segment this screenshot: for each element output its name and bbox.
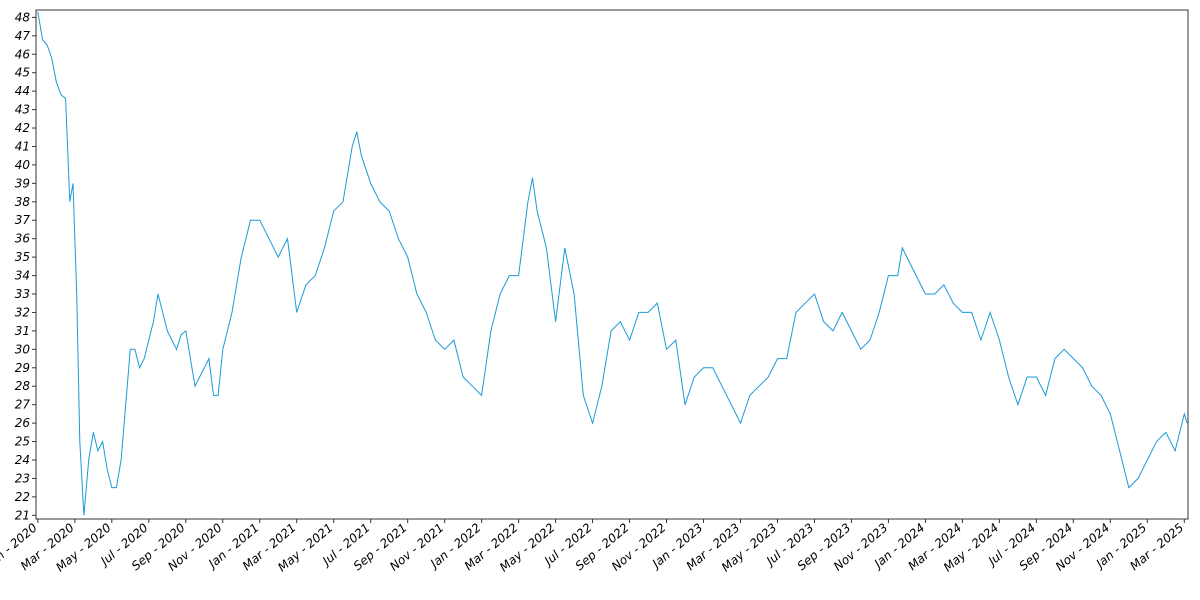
y-tick-label: 30	[15, 342, 31, 356]
y-tick-label: 36	[15, 232, 31, 246]
y-tick-label: 48	[15, 10, 31, 24]
y-tick-label: 41	[15, 139, 30, 153]
y-tick-label: 21	[15, 508, 30, 522]
y-tick-label: 28	[15, 379, 31, 393]
y-tick-label: 40	[15, 158, 31, 172]
y-tick-label: 31	[15, 324, 30, 338]
y-tick-label: 22	[15, 490, 30, 504]
y-tick-label: 46	[15, 47, 31, 61]
y-tick-label: 38	[15, 195, 31, 209]
plot-frame	[35, 9, 1189, 520]
y-tick-label: 27	[15, 398, 31, 412]
y-tick-label: 34	[15, 269, 30, 283]
y-tick-label: 26	[15, 416, 31, 430]
y-tick-label: 25	[15, 435, 30, 449]
y-tick-label: 24	[15, 453, 30, 467]
y-tick-label: 42	[15, 121, 30, 135]
y-tick-label: 29	[15, 361, 30, 375]
y-tick-label: 33	[15, 287, 30, 301]
y-tick-label: 47	[15, 29, 31, 43]
y-tick-label: 45	[15, 66, 30, 80]
y-tick-label: 23	[15, 471, 30, 485]
series-line	[37, 11, 1188, 516]
y-tick-label: 44	[15, 84, 30, 98]
y-tick-label: 39	[15, 176, 30, 190]
y-tick-label: 43	[15, 103, 30, 117]
y-tick-label: 35	[15, 250, 30, 264]
y-tick-label: 32	[15, 305, 30, 319]
y-tick-label: 37	[15, 213, 31, 227]
